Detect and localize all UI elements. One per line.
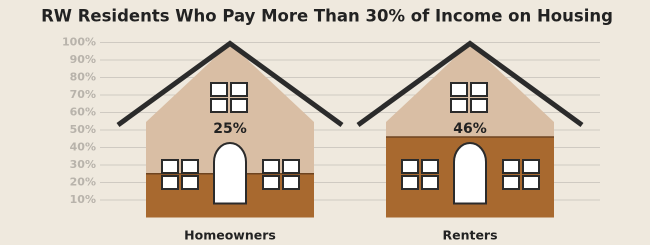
- y-tick-label: 70%: [70, 88, 96, 101]
- value-label: 25%: [213, 121, 247, 137]
- door: [214, 143, 246, 204]
- window: [283, 160, 299, 173]
- window: [503, 160, 519, 173]
- window: [451, 83, 467, 96]
- door: [454, 143, 486, 204]
- y-tick-label: 20%: [70, 176, 96, 189]
- window: [523, 160, 539, 173]
- window: [182, 176, 198, 189]
- y-tick-label: 80%: [70, 71, 96, 84]
- y-tick-label: 90%: [70, 53, 96, 66]
- window: [402, 176, 418, 189]
- window: [422, 160, 438, 173]
- window: [231, 99, 247, 112]
- window: [211, 83, 227, 96]
- y-tick-label: 30%: [70, 158, 96, 171]
- window: [211, 99, 227, 112]
- value-label: 46%: [453, 121, 487, 137]
- y-tick-label: 100%: [62, 36, 96, 49]
- window: [182, 160, 198, 173]
- window: [263, 160, 279, 173]
- window: [503, 176, 519, 189]
- chart: RW Residents Who Pay More Than 30% of In…: [0, 0, 650, 245]
- window: [263, 176, 279, 189]
- window: [402, 160, 418, 173]
- window: [471, 99, 487, 112]
- window: [283, 176, 299, 189]
- window: [471, 83, 487, 96]
- x-tick-label: Homeowners: [184, 228, 276, 243]
- window: [523, 176, 539, 189]
- y-tick-label: 60%: [70, 106, 96, 119]
- y-tick-label: 40%: [70, 141, 96, 154]
- window: [231, 83, 247, 96]
- chart-title: RW Residents Who Pay More Than 30% of In…: [41, 7, 613, 26]
- window: [162, 176, 178, 189]
- y-tick-label: 50%: [70, 123, 96, 136]
- window: [162, 160, 178, 173]
- window: [451, 99, 467, 112]
- y-tick-label: 10%: [70, 193, 96, 206]
- window: [422, 176, 438, 189]
- x-tick-label: Renters: [442, 228, 497, 243]
